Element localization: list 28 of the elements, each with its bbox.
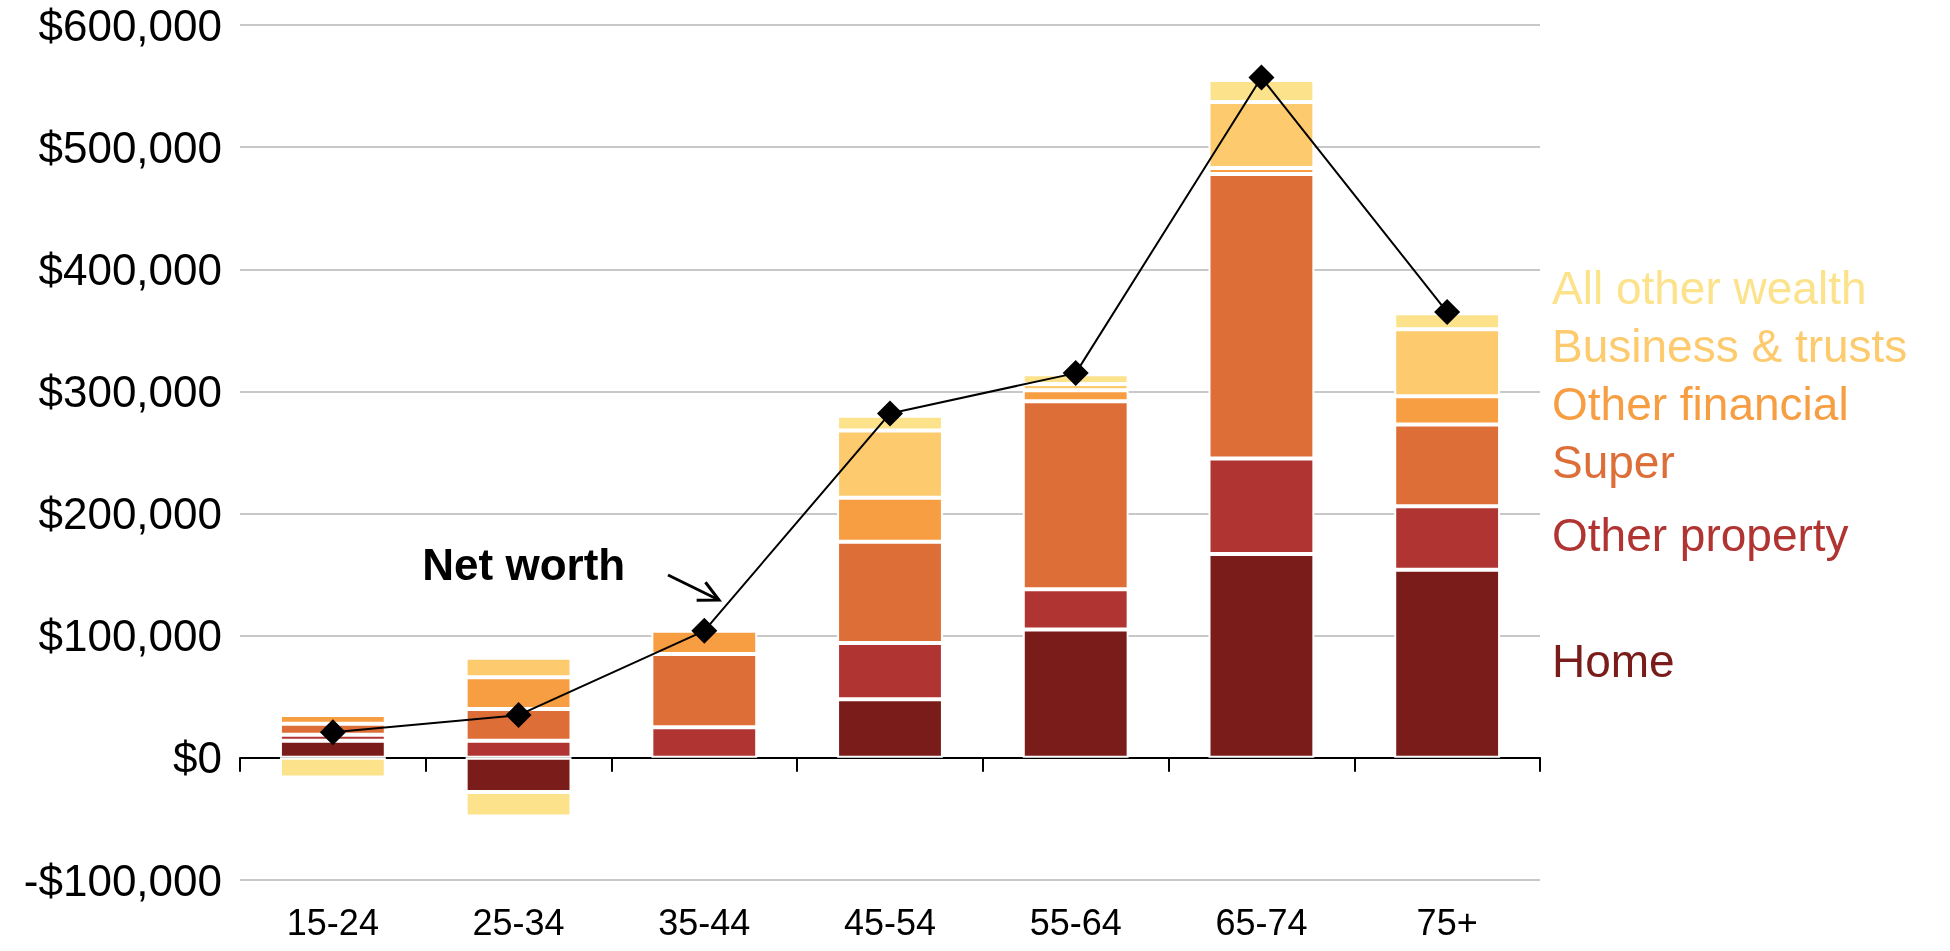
y-tick-label: $300,000 xyxy=(38,366,222,416)
point xyxy=(877,400,903,427)
y-tick-label: $600,000 xyxy=(38,0,222,50)
y-tick-label: $500,000 xyxy=(38,122,222,172)
x-tick-label: 75+ xyxy=(1416,901,1478,943)
y-tick-label: $200,000 xyxy=(38,489,222,539)
series-label: Other financial xyxy=(1552,378,1849,431)
point xyxy=(691,617,718,644)
point xyxy=(1434,299,1461,326)
x-tick-label: 15-24 xyxy=(286,901,379,943)
x-tick-label: 55-64 xyxy=(1029,901,1122,943)
y-tick-label: -$100,000 xyxy=(23,855,222,905)
series-label: Home xyxy=(1552,634,1675,687)
series-label: All other wealth xyxy=(1552,262,1867,315)
series-label: Super xyxy=(1552,436,1675,489)
point xyxy=(1248,64,1275,91)
annotation: Net worth xyxy=(422,540,626,590)
point xyxy=(1062,360,1089,387)
y-tick-label: $0 xyxy=(173,733,222,783)
point xyxy=(319,719,346,746)
series-label: Business & trusts xyxy=(1552,320,1908,373)
series-label: Other property xyxy=(1552,509,1849,561)
y-tick-label: $100,000 xyxy=(38,611,222,661)
y-tick-label: $400,000 xyxy=(38,244,222,294)
x-tick-label: 65-74 xyxy=(1215,901,1308,943)
x-tick-label: 25-34 xyxy=(472,901,565,943)
x-tick-label: 35-44 xyxy=(658,901,751,943)
x-tick-label: 45-54 xyxy=(843,901,937,943)
